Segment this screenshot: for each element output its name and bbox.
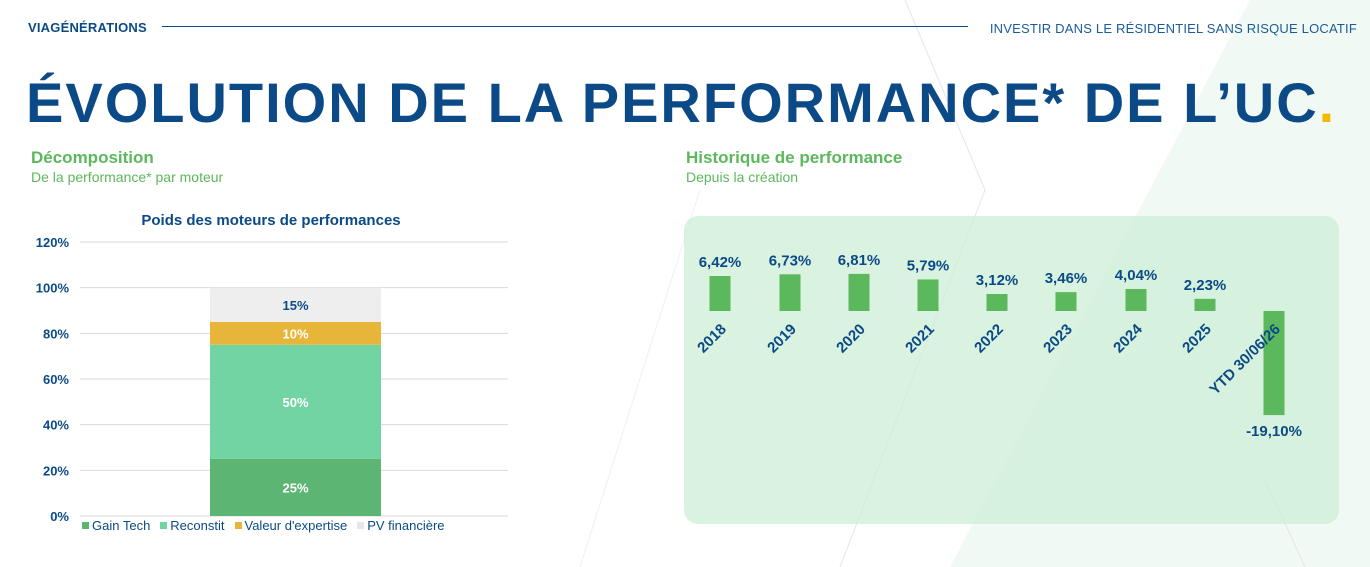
legend-label: PV financière bbox=[367, 518, 445, 533]
legend-swatch bbox=[357, 522, 365, 529]
y-tick-label: 0% bbox=[50, 509, 69, 524]
history-category-label: 2022 bbox=[971, 321, 1007, 357]
background-line bbox=[579, 189, 701, 567]
page-title-text: ÉVOLUTION DE LA PERFORMANCE* DE L’UC bbox=[26, 71, 1319, 134]
segment-value-label: 10% bbox=[282, 326, 308, 341]
page-title: ÉVOLUTION DE LA PERFORMANCE* DE L’UC. bbox=[26, 70, 1336, 135]
history-value-label: 3,46% bbox=[1045, 270, 1088, 287]
history-category-label: 2023 bbox=[1040, 321, 1076, 357]
y-tick-label: 40% bbox=[43, 418, 69, 433]
history-category-label: 2018 bbox=[694, 321, 730, 357]
brand-name: VIAGÉNÉRATIONS bbox=[28, 20, 147, 35]
history-value-label: 2,23% bbox=[1184, 277, 1227, 294]
legend-item: Valeur d'expertise bbox=[234, 518, 348, 533]
segment-value-label: 25% bbox=[282, 480, 308, 495]
history-category-label: 2024 bbox=[1110, 320, 1146, 356]
stack-segment bbox=[210, 287, 381, 322]
segment-value-label: 15% bbox=[282, 298, 308, 313]
right-section-title: Historique de performance bbox=[686, 148, 903, 167]
title-dot: . bbox=[1318, 71, 1337, 134]
history-bar bbox=[779, 274, 801, 311]
y-tick-label: 100% bbox=[36, 281, 70, 296]
history-value-label: 4,04% bbox=[1115, 267, 1158, 284]
history-category-label: 2020 bbox=[833, 321, 869, 357]
history-value-label: 6,42% bbox=[699, 254, 742, 271]
history-value-label: 6,81% bbox=[838, 252, 881, 269]
history-bar bbox=[848, 273, 870, 311]
y-tick-label: 80% bbox=[43, 326, 69, 341]
y-tick-label: 120% bbox=[36, 235, 70, 250]
history-category-label: 2019 bbox=[764, 321, 800, 357]
history-category-label: 2021 bbox=[902, 321, 938, 357]
legend-label: Reconstit bbox=[170, 518, 225, 533]
y-tick-label: 60% bbox=[43, 372, 69, 387]
legend-item: Reconstit bbox=[160, 518, 225, 533]
history-bar bbox=[1263, 311, 1285, 416]
history-category-label: 2025 bbox=[1179, 321, 1215, 357]
history-bar bbox=[1125, 288, 1147, 311]
legend-label: Valeur d'expertise bbox=[244, 518, 348, 533]
left-section-subtitle: De la performance* par moteur bbox=[31, 169, 224, 185]
legend-label: Gain Tech bbox=[92, 518, 151, 533]
history-value-label: 6,73% bbox=[769, 252, 812, 269]
stacked-bar-chart: Poids des moteurs de performances 0% 20% 40… bbox=[36, 212, 508, 524]
history-bar bbox=[917, 279, 939, 311]
legend-item: Gain Tech bbox=[82, 518, 150, 533]
legend-swatch bbox=[82, 522, 89, 529]
legend-item: PV financière bbox=[357, 518, 445, 533]
legend-swatch bbox=[234, 522, 242, 529]
history-bar bbox=[1194, 298, 1216, 311]
stack-segment bbox=[210, 458, 381, 516]
history-bar bbox=[709, 276, 731, 311]
legend-swatch bbox=[160, 522, 168, 529]
background-line bbox=[904, 0, 986, 191]
history-value-label: -19,10% bbox=[1246, 423, 1302, 440]
history-value-label: 3,12% bbox=[976, 272, 1019, 289]
left-section-title: Décomposition bbox=[31, 148, 154, 167]
history-value-label: 5,79% bbox=[907, 257, 950, 274]
header-divider bbox=[162, 26, 968, 27]
tagline: INVESTIR DANS LE RÉSIDENTIEL SANS RISQUE… bbox=[989, 21, 1357, 36]
stack-segment bbox=[210, 321, 381, 345]
history-bar bbox=[986, 293, 1008, 311]
top-bar: VIAGÉNÉRATIONS INVESTIR DANS LE RÉSIDENT… bbox=[0, 0, 1370, 60]
y-tick-label: 20% bbox=[43, 463, 69, 478]
segment-value-label: 50% bbox=[282, 395, 308, 410]
right-section-subtitle: Depuis la création bbox=[686, 169, 799, 185]
stacked-chart-legend: Gain Tech Reconstit Valeur d'expertise PV f… bbox=[82, 518, 445, 533]
chart-title: Poids des moteurs de performances bbox=[141, 212, 400, 229]
history-panel bbox=[684, 216, 1339, 524]
history-bar bbox=[1055, 292, 1077, 311]
stack-segment bbox=[210, 344, 381, 459]
